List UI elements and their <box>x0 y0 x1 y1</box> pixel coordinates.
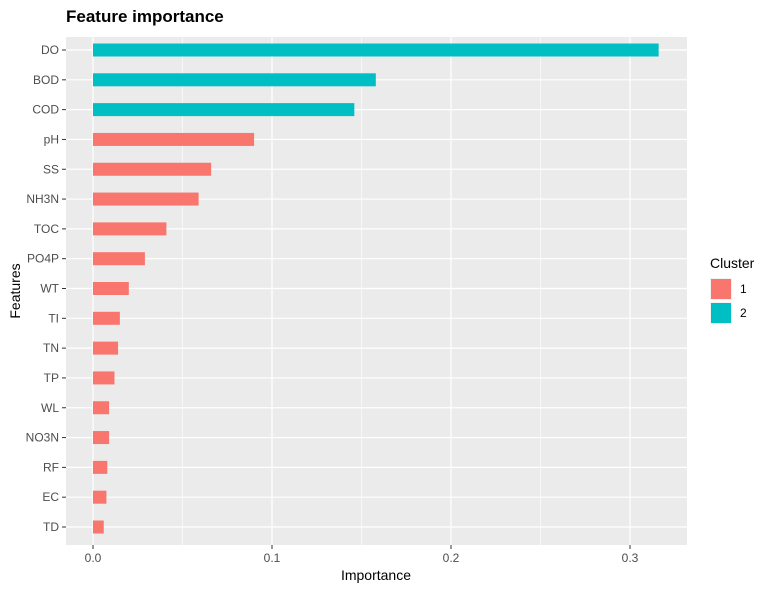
y-axis: DO BOD COD pH SS NH3N TOC PO4P WT TI TN TP WL NO3N RF E… <box>26 43 66 534</box>
y-tick-label: TP <box>44 371 59 385</box>
y-tick-label: EC <box>42 490 59 504</box>
x-tick-label: 0.3 <box>622 551 639 565</box>
legend-swatch <box>711 279 731 299</box>
y-tick-label: TI <box>48 311 59 325</box>
x-axis: 0.0 0.1 0.2 0.3 <box>85 545 639 565</box>
y-tick-label: PO4P <box>27 252 59 266</box>
y-axis-label: Features <box>7 263 23 318</box>
bar-ss <box>93 162 212 176</box>
y-tick-label: COD <box>32 103 59 117</box>
bar-wl <box>93 401 110 415</box>
bar-nh3n <box>93 192 199 206</box>
y-tick-label: WT <box>40 282 59 296</box>
legend: Cluster 1 2 <box>710 255 755 324</box>
bar-toc <box>93 222 167 236</box>
minor-gridlines <box>182 37 541 545</box>
bar-cod <box>93 103 355 117</box>
bar-tn <box>93 341 119 355</box>
bar-td <box>93 520 104 534</box>
bar-rf <box>93 460 108 474</box>
legend-title: Cluster <box>710 255 755 271</box>
y-tick-label: SS <box>43 162 59 176</box>
y-tick-label: NH3N <box>26 192 59 206</box>
y-tick-label: TOC <box>34 222 59 236</box>
y-tick-label: RF <box>43 460 59 474</box>
legend-label: 1 <box>740 282 747 296</box>
bar-do <box>93 43 659 57</box>
plot-panel <box>66 37 687 545</box>
legend-swatch <box>711 303 731 323</box>
bar-ti <box>93 311 120 325</box>
y-tick-label: pH <box>44 132 59 146</box>
bar-wt <box>93 282 129 295</box>
y-tick-label: TD <box>43 520 59 534</box>
x-tick-label: 0.1 <box>264 551 281 565</box>
legend-label: 2 <box>740 306 747 320</box>
bar-ec <box>93 490 107 504</box>
y-tick-label: TN <box>43 341 59 355</box>
x-tick-label: 0.0 <box>85 551 102 565</box>
bar-no3n <box>93 431 110 445</box>
chart-title: Feature importance <box>66 7 224 26</box>
y-tick-label: NO3N <box>26 431 59 445</box>
bar-ph <box>93 132 255 146</box>
y-tick-label: DO <box>41 43 59 57</box>
y-tick-label: WL <box>41 401 59 415</box>
x-axis-label: Importance <box>341 567 411 583</box>
bar-po4p <box>93 252 145 266</box>
y-tick-label: BOD <box>33 73 59 87</box>
bar-tp <box>93 371 115 385</box>
bars <box>93 43 659 534</box>
x-tick-label: 0.2 <box>443 551 460 565</box>
bar-bod <box>93 73 376 87</box>
